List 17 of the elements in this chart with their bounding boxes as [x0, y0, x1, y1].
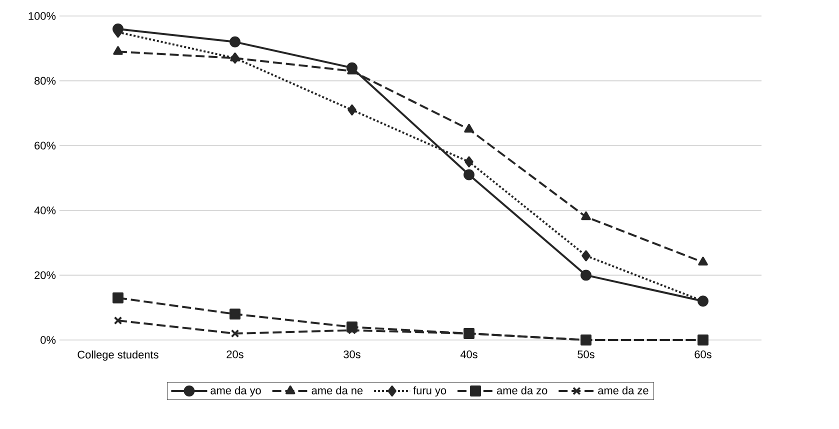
x-tick-label: 50s: [578, 350, 594, 358]
y-tick-label: 0%: [40, 336, 56, 344]
x-tick-label: 20s: [226, 350, 244, 358]
y-tick-label: 80%: [34, 76, 56, 85]
y-tick-label: 20%: [34, 271, 56, 280]
legend-label: ame da ne: [312, 386, 363, 394]
legend-label: ame da ze: [598, 386, 648, 394]
y-tick-label: 100%: [28, 12, 56, 20]
y-tick-label: 60%: [34, 142, 56, 150]
y-tick-label: 40%: [34, 206, 56, 214]
legend-label: ame da yo: [210, 386, 261, 397]
x-tick-label: 40s: [460, 350, 478, 358]
legend-label: ame da zo: [496, 386, 548, 394]
legend-label: furu yo: [413, 386, 446, 397]
x-tick-label: College students: [78, 350, 158, 361]
x-tick-label: 60s: [694, 350, 712, 358]
x-tick-label: 30s: [344, 350, 360, 358]
